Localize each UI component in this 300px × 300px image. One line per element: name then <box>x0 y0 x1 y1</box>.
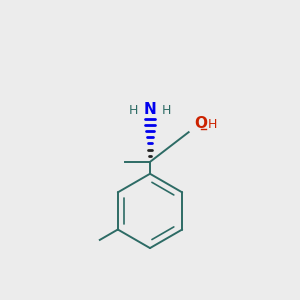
Text: N: N <box>144 102 156 117</box>
Text: O: O <box>194 116 207 131</box>
Text: H: H <box>129 104 138 117</box>
Text: H: H <box>208 118 217 131</box>
Text: H: H <box>162 104 171 117</box>
